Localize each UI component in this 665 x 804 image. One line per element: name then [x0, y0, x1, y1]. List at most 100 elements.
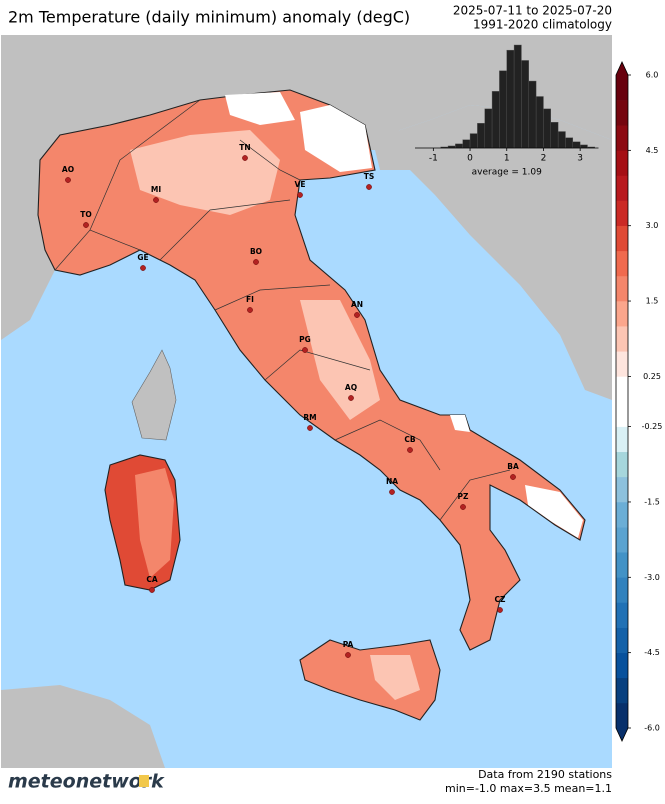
histogram-annotation: average = 1.09 [472, 168, 542, 178]
anomaly-white [225, 92, 295, 125]
city-label: FI [246, 295, 254, 304]
city-marker [140, 265, 146, 271]
histogram-bar [579, 144, 588, 149]
anomaly-white [525, 485, 583, 538]
city-marker [354, 312, 360, 318]
city-marker [83, 222, 89, 228]
colorbar-band [616, 301, 628, 327]
city-marker [366, 184, 372, 190]
city-marker [407, 447, 413, 453]
colorbar-band [616, 602, 628, 628]
colorbar-tick-label: -4.5 [644, 648, 660, 657]
region-border [439, 469, 511, 521]
anomaly-light [130, 130, 280, 215]
land-east [375, 105, 612, 400]
colorbar-band [616, 250, 628, 277]
footer-stations: Data from 2190 stations [478, 768, 612, 781]
city-label: PZ [458, 492, 469, 501]
histogram-bar [462, 139, 471, 149]
city-label: AN [351, 300, 363, 309]
logo-text: meteonetwork [8, 771, 165, 793]
city-marker [302, 347, 308, 353]
colorbar-band [616, 476, 628, 503]
colorbar-band [616, 702, 628, 729]
colorbar-extend-top [616, 62, 628, 75]
corsica [131, 349, 177, 441]
colorbar-band [616, 376, 628, 402]
colorbar-band [616, 627, 628, 653]
histogram-inset: -1 0 1 2 3 average = 1.09 [415, 44, 599, 178]
colorbar-tick-label: -1.5 [644, 497, 660, 506]
histogram-tick-label: 3 [577, 154, 583, 164]
histogram-bar [477, 123, 485, 149]
region-border [159, 199, 291, 261]
city-label: VE [295, 180, 306, 189]
city-label: GE [137, 253, 148, 262]
city-marker [497, 607, 503, 613]
region-border [89, 99, 201, 231]
anomaly-light [300, 300, 380, 420]
city-marker [460, 504, 466, 510]
city-label: BA [507, 462, 519, 471]
histogram-tick-label: 1 [504, 154, 510, 164]
colorbar-tick-label: 6.0 [646, 71, 659, 80]
colorbar-band [616, 652, 628, 679]
anomaly-white [300, 105, 372, 172]
histogram-bar [543, 108, 551, 149]
colorbar-tick-label: 4.5 [646, 146, 659, 155]
anomaly-white [450, 415, 470, 432]
city-marker [242, 155, 248, 161]
colorbar-tick-label: -0.25 [642, 422, 663, 431]
city-label: PG [299, 335, 311, 344]
city-marker [247, 307, 253, 313]
city-label: MI [151, 185, 161, 194]
city-label: RM [303, 413, 316, 422]
colorbar-band [616, 200, 628, 226]
colorbar-band [616, 552, 628, 578]
histogram-bar [528, 80, 537, 149]
city-label: CZ [495, 595, 507, 604]
colorbar-tick-label: 3.0 [646, 221, 659, 230]
anomaly-light [370, 655, 420, 700]
histogram-bar [565, 137, 574, 149]
city-marker [307, 425, 313, 431]
city-label: CA [146, 575, 158, 584]
colorbar: 6.0 4.5 3.0 1.5 0.25 -0.25 -1.5 -3.0 -4.5 -6.0 [615, 61, 663, 742]
region-border [264, 349, 371, 381]
colorbar-band [616, 175, 628, 201]
logo-square [139, 775, 149, 787]
colorbar-band [616, 401, 628, 427]
colorbar-band [616, 577, 628, 603]
histogram-tick-label: 0 [467, 154, 473, 164]
histogram-bar [535, 96, 544, 149]
region-border [334, 419, 441, 471]
histogram-bar [521, 60, 529, 149]
colorbar-band [616, 275, 628, 302]
colorbar-tick-label: 0.25 [643, 372, 661, 381]
colorbar-band [616, 100, 628, 126]
region-border [214, 284, 331, 311]
region-border [239, 139, 301, 181]
colorbar-band [616, 125, 628, 151]
city-marker [153, 197, 159, 203]
colorbar-tick-label: 1.5 [646, 297, 659, 306]
logo: meteonetwork [8, 771, 165, 793]
colorbar-band [616, 501, 628, 528]
histogram-bar [469, 133, 478, 149]
city-marker [345, 652, 351, 658]
histogram-bar [455, 143, 463, 149]
city-label: TO [80, 210, 92, 219]
colorbar-band [616, 677, 628, 704]
city-marker [149, 587, 155, 593]
city-marker [348, 395, 354, 401]
footer-stats: min=-1.0 max=3.5 mean=1.1 [445, 782, 612, 795]
anomaly-mid [135, 468, 174, 578]
city-label: PA [343, 640, 354, 649]
colorbar-band [616, 150, 628, 176]
colorbar-band [616, 426, 628, 453]
city-label: BO [250, 247, 262, 256]
colorbar-tick-label: -6.0 [644, 724, 660, 733]
city-marker [510, 474, 516, 480]
mainland [37, 89, 586, 651]
